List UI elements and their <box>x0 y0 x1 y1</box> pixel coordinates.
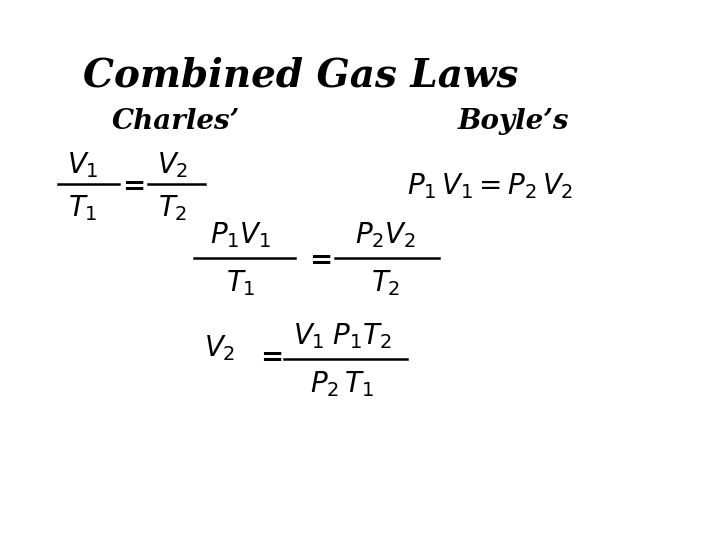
Text: Charles’: Charles’ <box>112 108 240 135</box>
Text: $P_2V_2$: $P_2V_2$ <box>354 220 416 250</box>
Text: $P_1V_1$: $P_1V_1$ <box>210 220 272 250</box>
Text: $T_1$: $T_1$ <box>68 193 98 223</box>
Text: $T_1$: $T_1$ <box>226 268 256 299</box>
Text: $V_1\;P_1T_2$: $V_1\;P_1T_2$ <box>292 321 392 351</box>
Text: =: = <box>309 247 332 274</box>
Text: $V_1$: $V_1$ <box>67 150 99 180</box>
Text: $P_1\,V_1 = P_2\,V_2$: $P_1\,V_1 = P_2\,V_2$ <box>407 171 573 201</box>
Text: $V_2$: $V_2$ <box>157 150 189 180</box>
Text: =: = <box>261 344 284 371</box>
Text: $T_2$: $T_2$ <box>158 193 187 223</box>
Text: $P_2\,T_1$: $P_2\,T_1$ <box>310 369 374 400</box>
Text: Combined Gas Laws: Combined Gas Laws <box>83 57 518 94</box>
Text: =: = <box>122 173 145 200</box>
Text: $T_2$: $T_2$ <box>371 268 400 299</box>
Text: Boyle’s: Boyle’s <box>457 108 569 135</box>
Text: $V_2$: $V_2$ <box>204 333 235 363</box>
